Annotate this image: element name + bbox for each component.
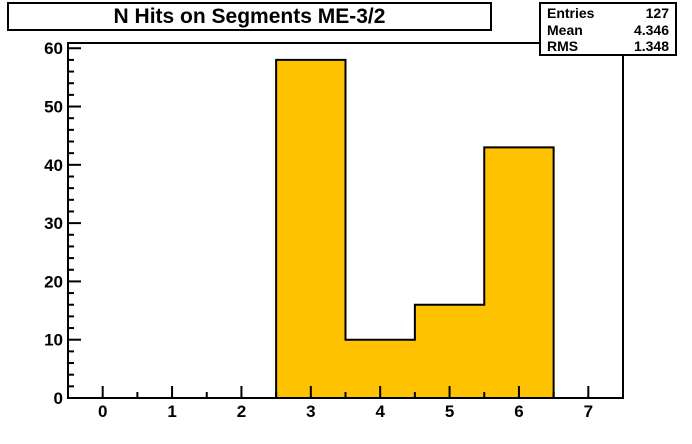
chart-title: N Hits on Segments ME-3/2 [113,4,386,28]
y-axis-label: 30 [44,214,63,233]
stats-row-rms: RMS 1.348 [547,38,669,54]
x-axis-label: 0 [98,402,107,421]
x-axis-label: 5 [445,402,454,421]
stats-label: RMS [547,37,579,54]
stats-value: 1.348 [633,37,669,54]
stats-row-mean: Mean 4.346 [547,22,669,38]
stats-label: Entries [547,5,595,22]
y-axis-label: 10 [44,331,63,350]
chart-title-box: N Hits on Segments ME-3/2 [7,2,492,31]
y-axis-label: 20 [44,272,63,291]
stats-row-entries: Entries 127 [547,5,669,21]
stats-value: 127 [645,5,669,22]
x-axis-label: 7 [584,402,593,421]
x-axis-label: 1 [167,402,176,421]
stats-value: 4.346 [633,21,669,38]
y-axis-label: 50 [44,98,63,117]
stats-box: Entries 127 Mean 4.346 RMS 1.348 [539,2,677,56]
x-axis-label: 3 [306,402,315,421]
plot-frame [67,42,624,399]
y-axis-label: 0 [54,389,63,408]
x-axis-label: 2 [237,402,246,421]
x-axis-label: 4 [375,402,385,421]
histogram-bars [275,58,555,399]
y-axis-label: 40 [44,156,63,175]
y-axis-label: 60 [44,39,63,58]
stats-label: Mean [547,21,583,38]
x-axis-label: 6 [514,402,523,421]
